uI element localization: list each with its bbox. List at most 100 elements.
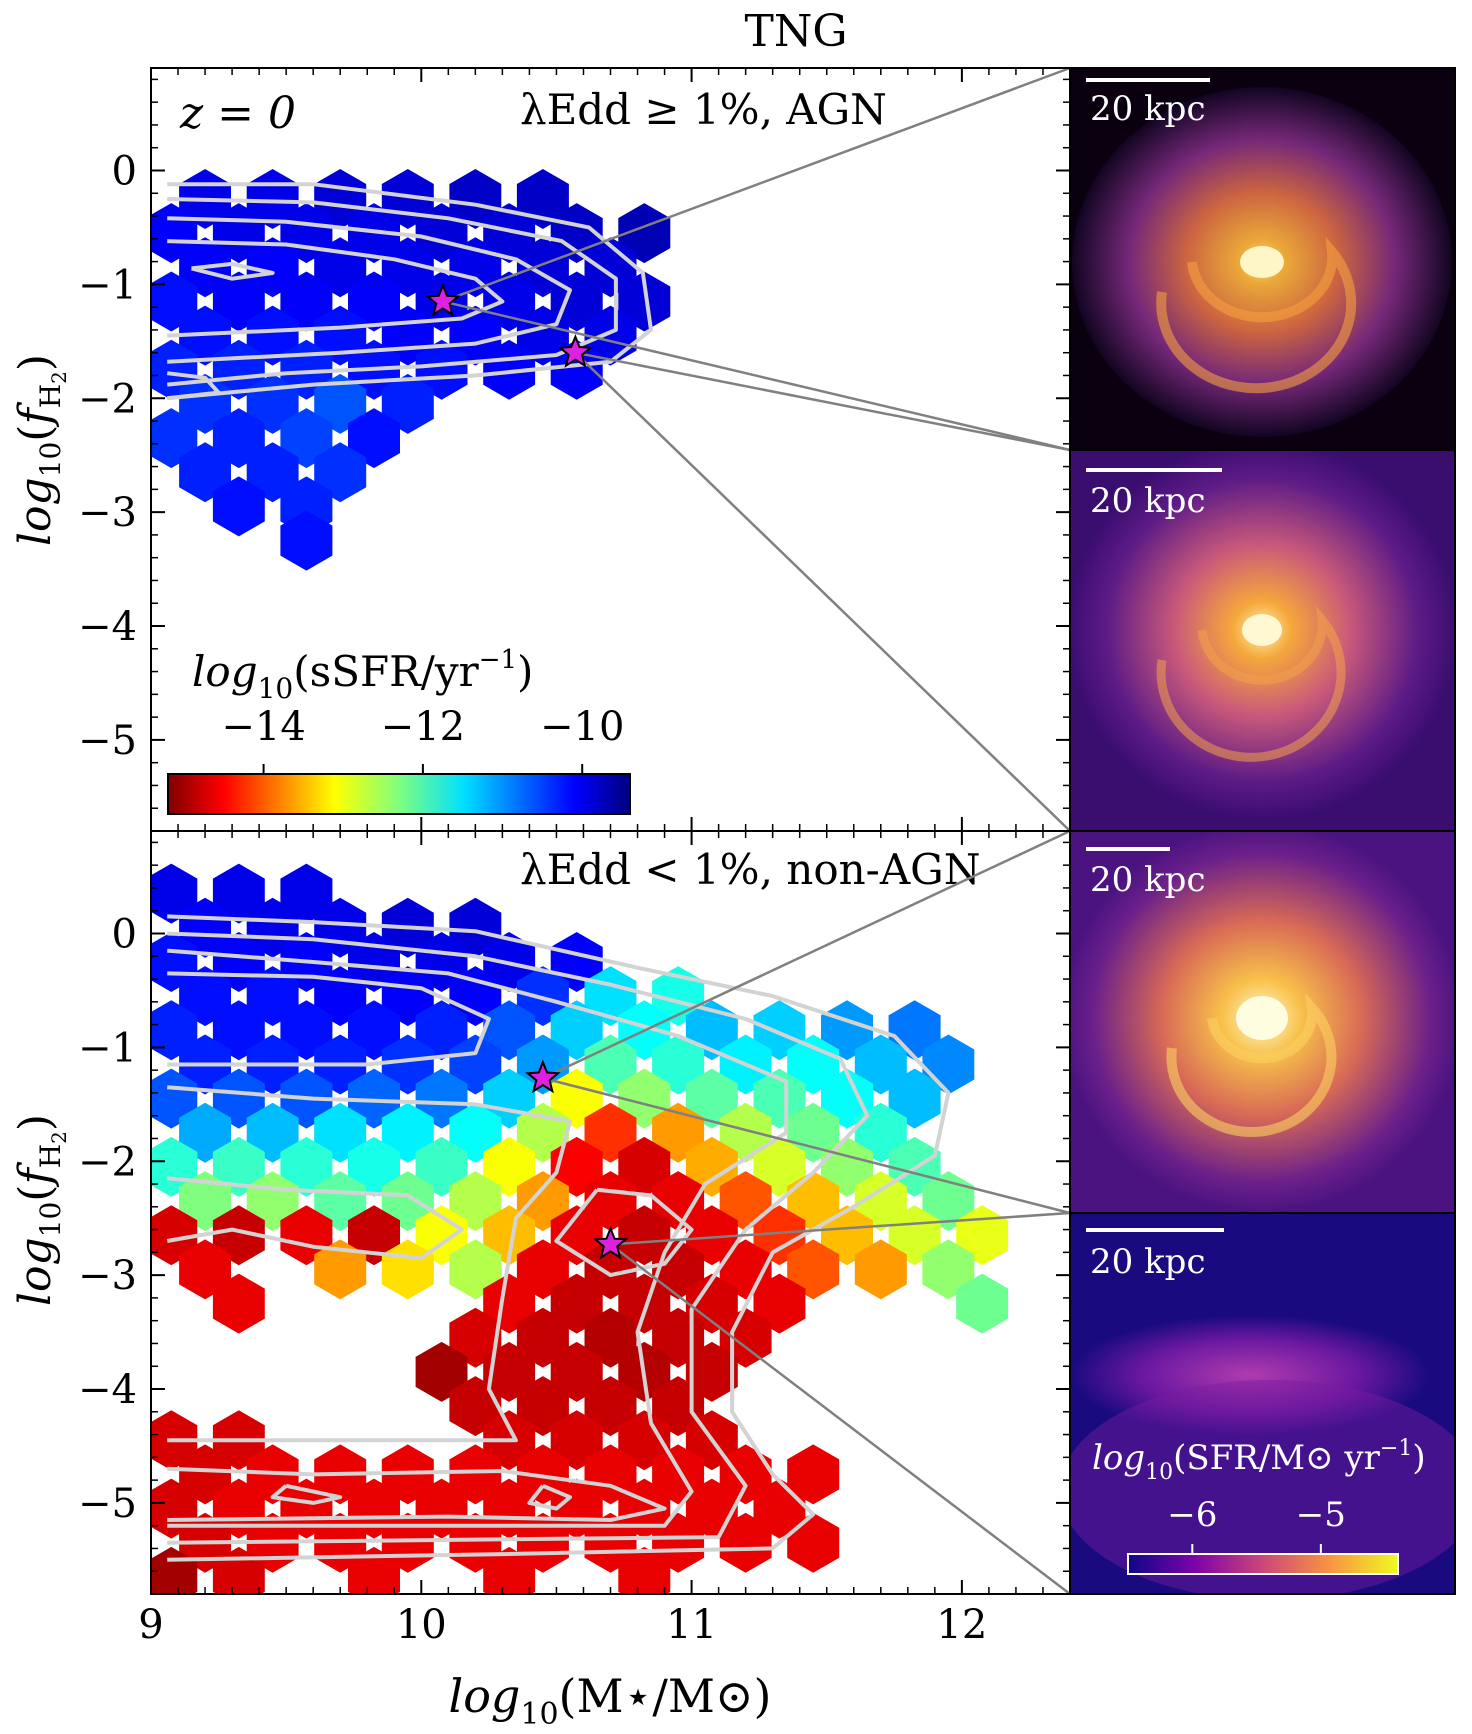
hexbin <box>151 408 198 469</box>
highlighted-points <box>425 282 629 1260</box>
hexbin <box>483 1546 536 1594</box>
colorbar-tick-label: −12 <box>381 704 465 750</box>
galaxy-images: 20 kpc 20 kpc 20 kpc 20 kpc log10(SFR/M⊙… <box>1069 67 1456 1595</box>
hexbin <box>314 1239 367 1300</box>
density-contour <box>191 261 275 281</box>
hexbin <box>348 1068 400 1129</box>
hexbin <box>888 1205 941 1266</box>
density-contour <box>167 971 491 1067</box>
connector-lines <box>442 66 1071 1595</box>
hexbin <box>212 476 265 537</box>
hexbin <box>449 1444 502 1505</box>
y-tick-label: −3 <box>78 1253 137 1299</box>
bottom-plot-frame <box>150 830 1071 1595</box>
hexbin <box>212 1000 265 1061</box>
bottom-non-agn-label: λEdd < 1%, non-AGN <box>520 845 980 894</box>
hexbin <box>246 305 299 366</box>
hexbin <box>280 863 333 924</box>
density-contour <box>167 1466 667 1522</box>
hexbin <box>151 1068 198 1129</box>
hexbin <box>854 1171 907 1232</box>
hexbin <box>550 1273 603 1334</box>
hexbin <box>652 1034 705 1095</box>
hexbin <box>381 237 434 298</box>
hexbin <box>787 1102 840 1163</box>
top-panel: 0 −1 −2 −3 −4 −5 z = 0 λEdd ≥ 1%, AGN log10(s… <box>78 68 1071 832</box>
hexbin <box>618 1136 671 1197</box>
sfr-colorbar-tick-label: −5 <box>1296 1495 1346 1535</box>
y-tick-label: −2 <box>78 1139 137 1185</box>
hexbin <box>652 966 705 1027</box>
hexbin <box>753 1273 806 1334</box>
sfr-colorbar-ticks: −6 −5 <box>1167 1495 1346 1554</box>
sfr-colorbar: log10(SFR/M⊙ yr−1) −6 −5 <box>1092 1436 1426 1575</box>
hexbin <box>618 1410 671 1471</box>
density-contour <box>167 239 505 338</box>
hexbin <box>483 1273 536 1334</box>
hexbin <box>212 863 265 924</box>
hexbin <box>449 1512 502 1573</box>
hexbin <box>516 966 569 1027</box>
sfr-colorbar-bar <box>1127 1553 1399 1575</box>
hexbin <box>246 442 299 503</box>
hexbin <box>179 966 231 1027</box>
connector-line <box>574 351 1071 832</box>
hexbin <box>415 1205 468 1266</box>
hexbin <box>348 1546 400 1594</box>
hexbin <box>652 1171 705 1232</box>
galaxy-image-4 <box>1070 1213 1455 1594</box>
sfr-colorbar-label: log10(SFR/M⊙ yr−1) <box>1092 1436 1426 1485</box>
hexbin <box>584 237 637 298</box>
hexbin <box>854 1034 907 1095</box>
hexbin <box>719 1444 772 1505</box>
bottom-y-axis-label: log10(fH2) <box>10 1114 71 1306</box>
y-tick-label: −4 <box>78 1367 137 1413</box>
hexbin <box>212 408 265 469</box>
hexbin <box>314 442 367 503</box>
bottom-axis-ticks: 0 −1 −2 −3 −4 −5 9 10 11 12 <box>78 831 1071 1648</box>
hexbin <box>449 1102 502 1163</box>
hexbin <box>314 1102 367 1163</box>
hexbin <box>922 1239 975 1300</box>
hexbin <box>314 373 367 434</box>
hexbin <box>753 1000 806 1061</box>
hexbin <box>415 1068 468 1129</box>
hexbin <box>483 271 536 332</box>
connector-line <box>542 1076 1071 1215</box>
connector-line <box>610 1211 1071 1246</box>
x-tick-label: 10 <box>396 1602 447 1648</box>
hexbin <box>212 339 265 400</box>
hexbin <box>381 1034 434 1095</box>
hexbin <box>516 1239 569 1300</box>
hexbin <box>280 1136 333 1197</box>
hexbin <box>483 1478 536 1539</box>
y-tick-label: 0 <box>112 911 137 957</box>
hexbin <box>348 1000 400 1061</box>
hexbin <box>483 1136 536 1197</box>
hexbin <box>753 1068 806 1129</box>
hexbin <box>449 1171 502 1232</box>
hexbin <box>280 271 333 332</box>
hexbin <box>212 1205 265 1266</box>
x-tick-label: 9 <box>138 1602 163 1648</box>
hexbin <box>151 1478 198 1539</box>
figure-title: TNG <box>745 6 848 57</box>
hexbin <box>618 271 671 332</box>
hexbin <box>212 1273 265 1334</box>
hexbin <box>449 1307 502 1368</box>
highlighted-star <box>557 334 594 368</box>
hexbin <box>179 442 231 503</box>
hexbin <box>584 1034 637 1095</box>
hexbin <box>787 1444 840 1505</box>
hexbin <box>550 1000 603 1061</box>
hexbin <box>449 966 502 1027</box>
density-contour <box>166 1176 464 1261</box>
hexbin <box>787 1239 840 1300</box>
hexbin <box>584 1376 637 1437</box>
hexbin <box>246 1102 299 1163</box>
density-contour <box>167 931 870 1545</box>
hexbin <box>483 1341 536 1402</box>
density-contour <box>527 1483 572 1511</box>
hexbin <box>212 1478 265 1539</box>
